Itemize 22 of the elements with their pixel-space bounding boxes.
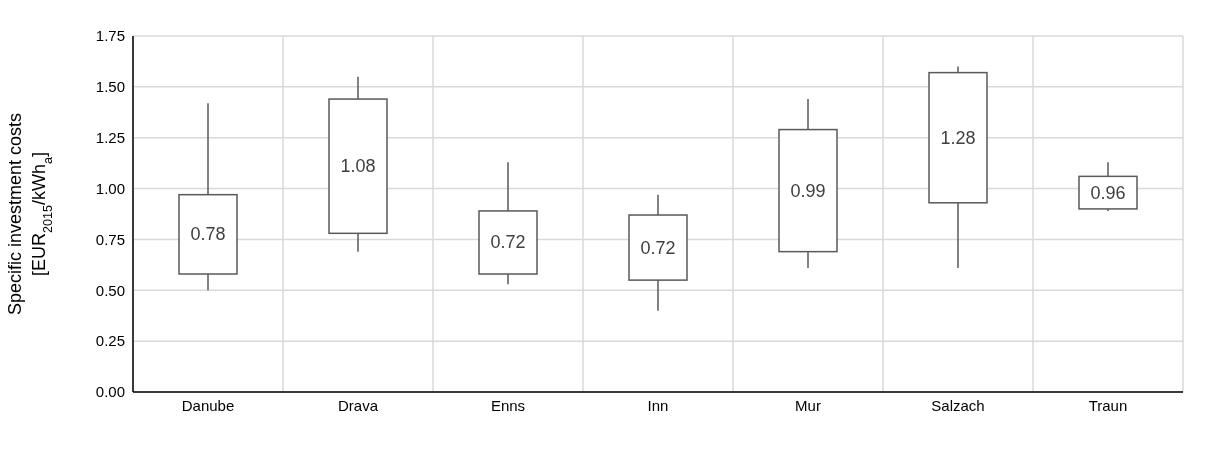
annotation: 1.28 <box>940 127 976 148</box>
x-tick-label: Drava <box>337 396 379 414</box>
x-tick-label: Danube <box>181 396 235 414</box>
y-tick-label: 1.25 <box>95 129 125 147</box>
y-tick-label: 1.75 <box>95 27 125 45</box>
y-tick-label: 1.00 <box>95 179 125 197</box>
y-tick-label: 0.75 <box>95 230 125 248</box>
y-tick-label: 0.50 <box>95 281 125 299</box>
y-tick-label: 1.50 <box>95 78 125 96</box>
annotation: 1.08 <box>340 156 376 177</box>
annotation: 0.78 <box>190 224 226 245</box>
y-tick-label: 0.25 <box>95 332 125 350</box>
annotation: 0.72 <box>490 232 526 253</box>
x-tick-label: Salzach <box>931 396 985 414</box>
x-tick-label: Mur <box>795 396 821 414</box>
annotation: 0.72 <box>640 237 676 258</box>
annotation: 0.99 <box>790 180 826 201</box>
x-tick-label: Enns <box>490 396 526 414</box>
x-tick-label: Inn <box>647 396 669 414</box>
y-tick-label: 0.00 <box>95 383 125 401</box>
x-tick-label: Traun <box>1088 396 1128 414</box>
annotation: 0.96 <box>1090 182 1126 203</box>
